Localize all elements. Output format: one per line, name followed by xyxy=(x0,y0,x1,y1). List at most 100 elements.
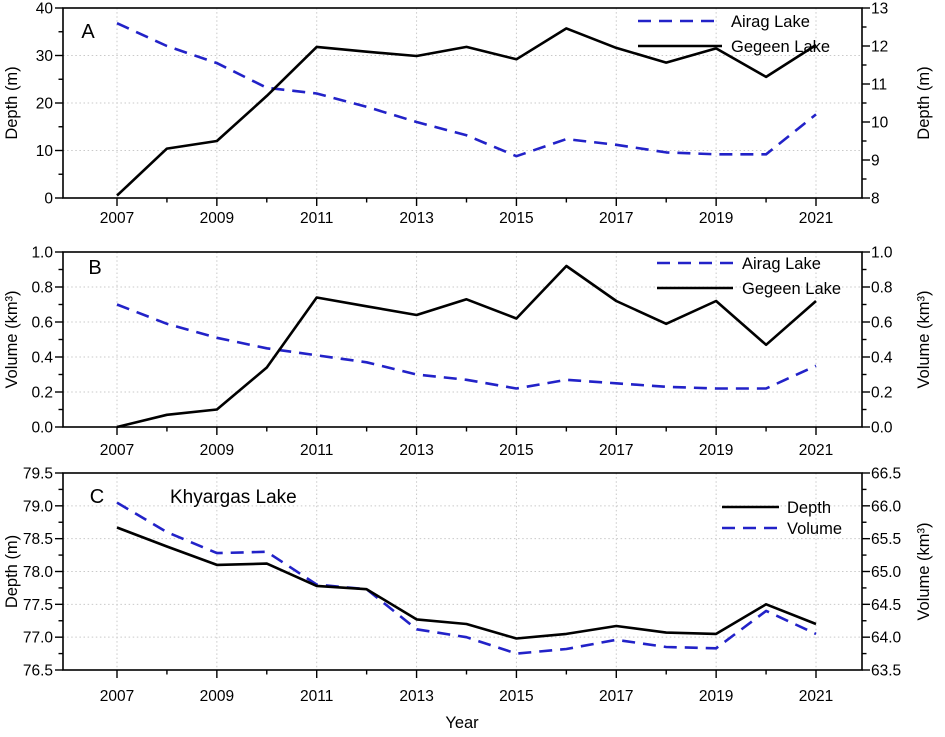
axis-ticks xyxy=(55,7,870,206)
legend: Depth Volume xyxy=(722,499,842,538)
svg-text:Gegeen Lake: Gegeen Lake xyxy=(742,280,841,298)
svg-text:2017: 2017 xyxy=(599,210,633,227)
svg-text:0.6: 0.6 xyxy=(871,314,893,331)
svg-text:2015: 2015 xyxy=(499,442,533,459)
svg-text:0.0: 0.0 xyxy=(871,419,893,436)
svg-text:2021: 2021 xyxy=(799,688,833,705)
svg-text:63.5: 63.5 xyxy=(871,662,901,679)
series-volume xyxy=(116,501,817,655)
svg-text:65.5: 65.5 xyxy=(871,531,901,548)
svg-text:1.0: 1.0 xyxy=(871,244,893,261)
svg-text:2013: 2013 xyxy=(399,688,433,705)
axis-ticks xyxy=(55,251,870,435)
svg-text:78.5: 78.5 xyxy=(23,531,53,548)
axis-ticks xyxy=(55,472,870,678)
svg-text:40: 40 xyxy=(36,0,54,17)
svg-text:2009: 2009 xyxy=(200,210,234,227)
svg-text:8: 8 xyxy=(871,190,880,207)
svg-text:Depth: Depth xyxy=(787,499,831,517)
series-gegeen-lake xyxy=(116,264,817,429)
svg-text:0.2: 0.2 xyxy=(871,384,893,401)
svg-text:79.5: 79.5 xyxy=(23,465,53,482)
svg-text:0.6: 0.6 xyxy=(31,314,53,331)
svg-text:20: 20 xyxy=(36,95,54,112)
svg-text:0.8: 0.8 xyxy=(31,279,53,296)
svg-text:2011: 2011 xyxy=(300,688,333,705)
axis-tick-labels: 2007 2009 2011 2013 2015 2017 2019 2021 0 10 20 30 4… xyxy=(36,0,889,227)
svg-text:77.5: 77.5 xyxy=(23,597,53,614)
svg-text:10: 10 xyxy=(871,114,889,131)
svg-text:2013: 2013 xyxy=(399,442,433,459)
svg-text:2019: 2019 xyxy=(699,442,733,459)
svg-text:30: 30 xyxy=(36,48,54,65)
panel-annotation: Khyargas Lake xyxy=(170,487,297,508)
svg-text:66.5: 66.5 xyxy=(871,465,901,482)
series-depth xyxy=(116,526,817,640)
svg-text:2007: 2007 xyxy=(100,688,134,705)
svg-text:2017: 2017 xyxy=(599,442,633,459)
svg-text:Airag Lake: Airag Lake xyxy=(742,255,821,273)
series-gegeen-lake xyxy=(116,27,817,197)
svg-text:2015: 2015 xyxy=(499,210,533,227)
svg-text:Airag Lake: Airag Lake xyxy=(731,13,810,31)
legend: Airag Lake Gegeen Lake xyxy=(657,255,841,298)
svg-text:2007: 2007 xyxy=(100,210,134,227)
svg-text:79.0: 79.0 xyxy=(23,498,54,515)
svg-text:9: 9 xyxy=(871,152,880,169)
panel-letter: B xyxy=(88,257,101,279)
panel-letter: A xyxy=(81,21,95,43)
svg-text:2007: 2007 xyxy=(100,442,134,459)
panel-b-volume-chart: 2007 2009 2011 2013 2015 2017 2019 2021 0.0 0.2 0.… xyxy=(3,244,933,459)
svg-text:11: 11 xyxy=(871,76,887,93)
svg-text:12: 12 xyxy=(871,38,888,55)
svg-text:2011: 2011 xyxy=(300,442,333,459)
svg-text:2011: 2011 xyxy=(300,210,333,227)
svg-text:2019: 2019 xyxy=(699,210,733,227)
svg-text:2019: 2019 xyxy=(699,688,733,705)
legend: Airag Lake Gegeen Lake xyxy=(638,13,830,56)
svg-text:76.5: 76.5 xyxy=(23,662,53,679)
left-axis-title: Depth (m) xyxy=(3,535,21,608)
svg-text:0: 0 xyxy=(44,190,53,207)
svg-text:0.2: 0.2 xyxy=(31,384,53,401)
svg-text:64.5: 64.5 xyxy=(871,597,901,614)
svg-text:13: 13 xyxy=(871,0,888,17)
svg-text:0.4: 0.4 xyxy=(31,349,53,366)
panel-a-depth-chart: 2007 2009 2011 2013 2015 2017 2019 2021 0 10 20 30 4… xyxy=(3,0,933,227)
left-axis-title: Volume (km³) xyxy=(3,290,21,388)
svg-text:2009: 2009 xyxy=(200,688,234,705)
x-axis-title: Year xyxy=(445,714,479,732)
svg-text:2015: 2015 xyxy=(499,688,533,705)
svg-text:2013: 2013 xyxy=(399,210,433,227)
right-axis-title: Volume (km³) xyxy=(915,290,933,388)
svg-text:0.8: 0.8 xyxy=(871,279,893,296)
plot-border xyxy=(62,251,863,428)
svg-text:0.0: 0.0 xyxy=(31,419,53,436)
svg-text:2021: 2021 xyxy=(799,210,833,227)
svg-text:1.0: 1.0 xyxy=(31,244,53,261)
series-airag-lake xyxy=(116,22,817,158)
panel-letter: C xyxy=(90,486,104,508)
series-airag-lake xyxy=(116,303,817,390)
panel-B-gridlines xyxy=(63,252,862,427)
svg-text:77.0: 77.0 xyxy=(23,630,54,647)
left-axis-title: Depth (m) xyxy=(3,66,21,139)
svg-text:10: 10 xyxy=(36,143,54,160)
svg-text:78.0: 78.0 xyxy=(23,564,54,581)
right-axis-title: Depth (m) xyxy=(915,66,933,139)
panel-A-gridlines xyxy=(63,8,862,198)
panel-c-khyargas-chart: 2007 2009 2011 2013 2015 2017 2019 2021 76.5 77.0… xyxy=(3,465,933,732)
svg-text:0.4: 0.4 xyxy=(871,349,893,366)
axis-tick-labels: 2007 2009 2011 2013 2015 2017 2019 2021 76.5 77.0… xyxy=(23,465,902,705)
panel-C-gridlines xyxy=(63,473,862,670)
svg-text:Volume: Volume xyxy=(787,520,842,538)
svg-text:2009: 2009 xyxy=(200,442,234,459)
svg-text:Gegeen Lake: Gegeen Lake xyxy=(731,38,830,56)
right-axis-title: Volume (km³) xyxy=(915,522,933,620)
svg-text:65.0: 65.0 xyxy=(871,564,902,581)
svg-text:66.0: 66.0 xyxy=(871,498,902,515)
svg-text:2017: 2017 xyxy=(599,688,633,705)
svg-text:2021: 2021 xyxy=(799,442,833,459)
axis-tick-labels: 2007 2009 2011 2013 2015 2017 2019 2021 0.0 0.2 0.… xyxy=(31,244,892,459)
